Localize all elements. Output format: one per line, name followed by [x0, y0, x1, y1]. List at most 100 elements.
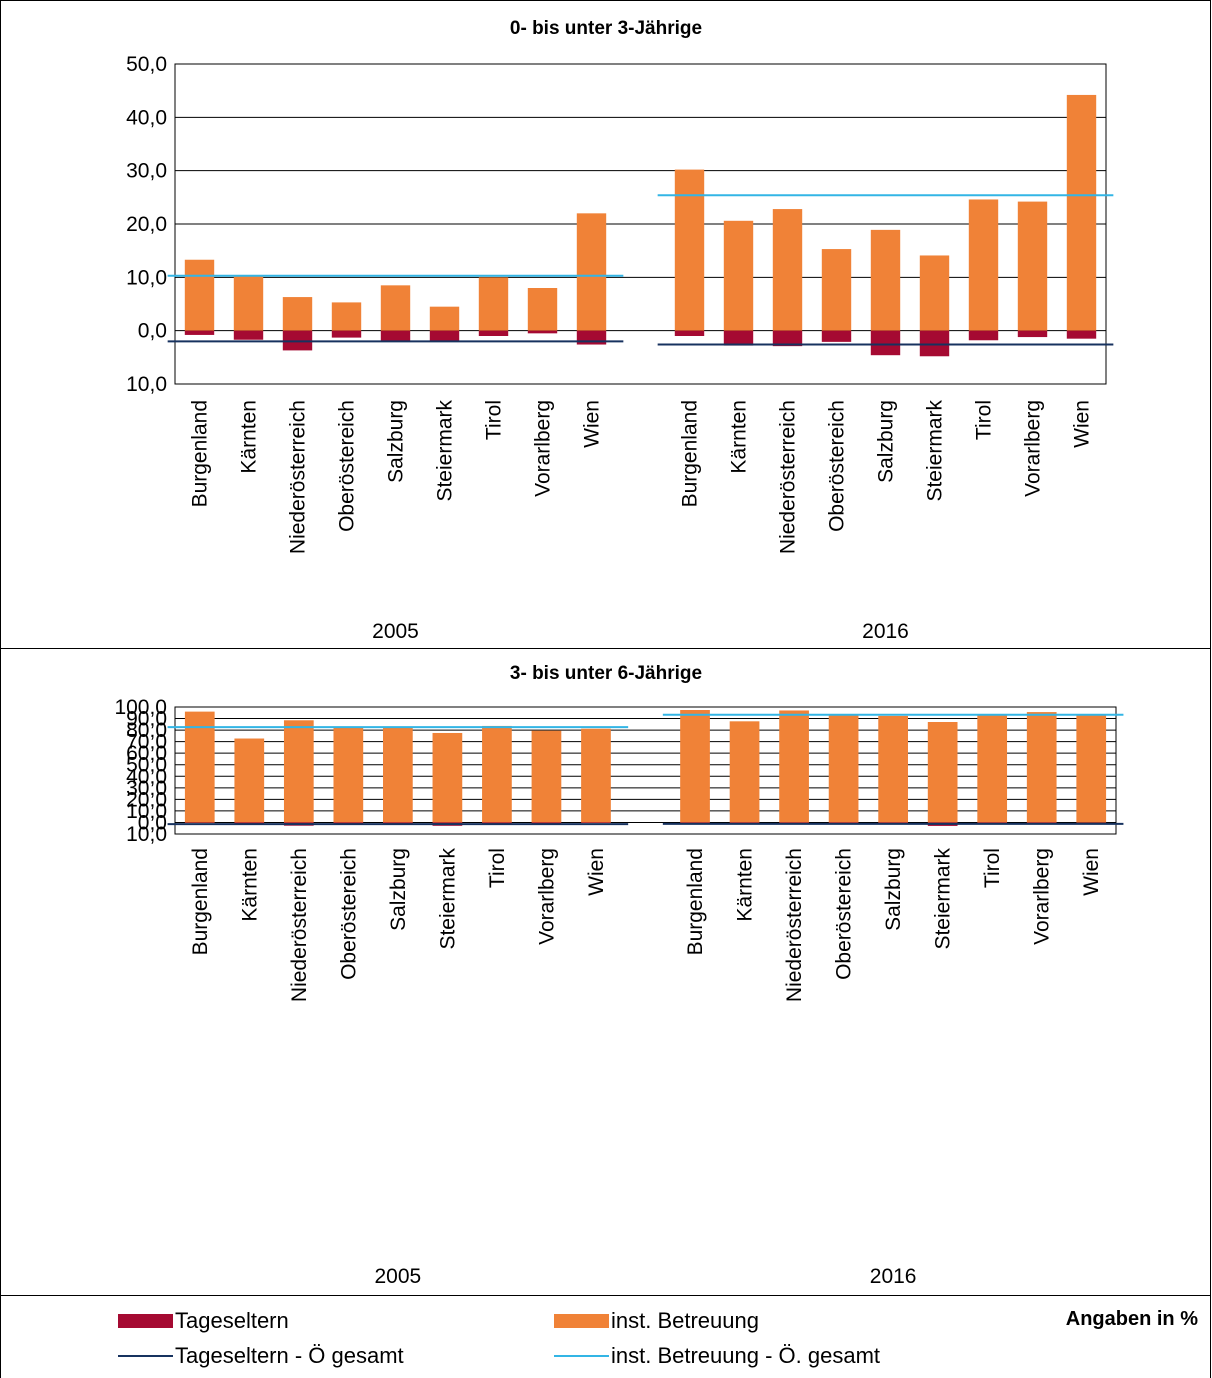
y-tick-label: 0,0	[138, 811, 167, 834]
bar-inst-betreuung	[527, 288, 558, 331]
bar-inst-betreuung	[478, 277, 509, 331]
x-group-label: 2016	[862, 620, 909, 643]
bar-inst-betreuung	[234, 738, 265, 823]
bar-inst-betreuung	[919, 255, 950, 331]
legend-item-inst-total: inst. Betreuung - Ö. gesamt	[554, 1343, 880, 1369]
y-tick-label: 50,0	[126, 754, 167, 777]
bar-inst-betreuung	[870, 229, 901, 331]
legend-label-tageseltern-total: Tageseltern - Ö gesamt	[175, 1343, 404, 1368]
legend-item-inst: inst. Betreuung	[554, 1308, 759, 1334]
bar-inst-betreuung	[184, 711, 215, 823]
legend-swatch-tageseltern	[118, 1314, 173, 1328]
x-category-label: Tirol	[981, 848, 1004, 888]
x-category-label: Vorarlberg	[1031, 848, 1054, 945]
legend: Tageseltern inst. Betreuung Tageseltern …	[0, 1296, 1211, 1378]
bar-tageseltern	[581, 822, 611, 824]
x-group-label: 2005	[372, 620, 419, 643]
bar-inst-betreuung	[977, 714, 1008, 823]
y-tick-label: 20,0	[126, 788, 167, 811]
bar-inst-betreuung	[821, 249, 852, 331]
chart-2-title: 3- bis unter 6-Jährige	[510, 663, 702, 684]
x-category-label: Kärnten	[734, 848, 757, 922]
bar-inst-betreuung	[1066, 94, 1097, 331]
bar-tageseltern	[380, 330, 411, 342]
x-category-label: Salzburg	[385, 400, 408, 483]
x-category-label: Tirol	[483, 400, 506, 440]
y-tick-label: 50,0	[126, 53, 167, 76]
y-tick-label: 10,0	[126, 800, 167, 823]
bar-tageseltern	[968, 330, 999, 341]
y-tick-label: 0,0	[138, 320, 167, 343]
bar-inst-betreuung	[333, 726, 364, 823]
chart-1-plot: 10,0 0,0 10,0 20,0 30,0 40,0 50,0 Burgenland Kär…	[126, 53, 1114, 643]
x-category-label: Oberöstereich	[337, 848, 360, 980]
x-category-label: Niederösterreich	[777, 400, 800, 554]
bar-inst-betreuung	[576, 213, 607, 331]
bar-inst-betreuung	[927, 722, 958, 823]
x-category-label: Vorarlberg	[1022, 400, 1045, 497]
bar-inst-betreuung	[184, 259, 215, 331]
bar-inst-betreuung	[680, 710, 710, 823]
bar-inst-betreuung	[729, 721, 760, 823]
y-tick-label: 70,0	[126, 731, 167, 754]
y-tick-label: 40,0	[126, 765, 167, 788]
chart-2-plot: 10,00,010,020,030,040,050,060,070,080,09…	[114, 696, 1124, 1288]
x-category-label: Steiermark	[434, 400, 457, 502]
bar-tageseltern	[723, 330, 754, 346]
bar-tageseltern	[333, 822, 364, 824]
x-category-label: Burgenland	[189, 400, 212, 507]
bar-inst-betreuung	[432, 732, 463, 823]
bar-tageseltern	[576, 330, 607, 345]
bar-tageseltern	[478, 330, 509, 336]
x-category-label: Oberöstereich	[833, 848, 856, 980]
y-tick-label: 60,0	[126, 742, 167, 765]
x-category-label: Oberöstereich	[826, 400, 849, 532]
bar-tageseltern	[680, 822, 710, 824]
x-category-label: Niederösterreich	[287, 400, 310, 554]
bar-tageseltern	[772, 330, 803, 347]
bar-inst-betreuung	[429, 306, 460, 331]
legend-label-tageseltern: Tageseltern	[175, 1308, 289, 1333]
bar-inst-betreuung	[968, 199, 999, 331]
bar-tageseltern	[870, 330, 901, 356]
bar-inst-betreuung	[283, 720, 314, 823]
bar-tageseltern	[1026, 822, 1057, 824]
x-category-label: Oberöstereich	[336, 400, 359, 532]
x-category-label: Burgenland	[684, 848, 707, 955]
x-group-label: 2016	[870, 1265, 917, 1288]
chart-canvas: 0- bis unter 3-Jährige 3- bis unter 6-Jä…	[0, 0, 1211, 1296]
bar-tageseltern	[878, 822, 908, 824]
y-tick-label: 10,0	[126, 373, 167, 396]
x-category-label: Burgenland	[189, 848, 212, 955]
legend-swatch-inst-total	[554, 1355, 609, 1357]
bar-tageseltern	[1017, 330, 1048, 338]
x-category-label: Wien	[581, 400, 604, 448]
bar-inst-betreuung	[482, 725, 512, 823]
plot-area	[174, 706, 1117, 835]
y-tick-label: 30,0	[126, 777, 167, 800]
y-tick-label: 100,0	[114, 696, 167, 719]
x-category-label: Tirol	[973, 400, 996, 440]
bar-inst-betreuung	[674, 169, 705, 331]
x-category-label: Steiermark	[924, 400, 947, 502]
bar-inst-betreuung	[233, 275, 264, 331]
bar-inst-betreuung	[723, 220, 754, 331]
chart-1-title: 0- bis unter 3-Jährige	[510, 18, 702, 39]
x-category-label: Kärnten	[238, 848, 261, 922]
bar-inst-betreuung	[282, 297, 313, 331]
y-tick-label: 80,0	[126, 719, 167, 742]
bar-inst-betreuung	[380, 285, 411, 331]
bar-inst-betreuung	[779, 710, 809, 823]
x-category-label: Steiermark	[932, 848, 955, 950]
x-category-label: Salzburg	[387, 848, 410, 931]
legend-swatch-inst	[554, 1314, 609, 1328]
y-tick-label: 20,0	[126, 213, 167, 236]
units-note: Angaben in %	[1065, 1308, 1198, 1330]
bar-tageseltern	[233, 330, 264, 340]
bar-tageseltern	[331, 330, 362, 338]
bar-inst-betreuung	[331, 302, 362, 331]
bar-tageseltern	[674, 330, 705, 336]
bar-tageseltern	[919, 330, 950, 357]
x-category-label: Vorarlberg	[535, 848, 558, 945]
x-category-label: Kärnten	[728, 400, 751, 474]
